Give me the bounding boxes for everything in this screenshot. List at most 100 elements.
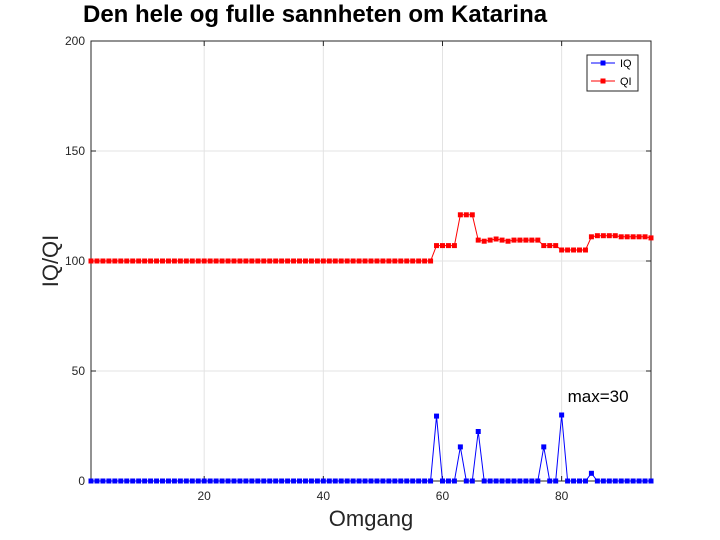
point-iq-27 [249, 478, 255, 484]
point-qi-29 [261, 258, 267, 264]
point-qi-0 [88, 258, 94, 264]
point-iq-2 [100, 478, 106, 484]
point-iq-47 [368, 478, 374, 484]
series-layer [88, 212, 654, 484]
point-qi-65 [475, 237, 481, 243]
point-iq-68 [493, 478, 499, 484]
point-qi-93 [642, 234, 648, 240]
point-qi-84 [588, 234, 594, 240]
point-qi-47 [368, 258, 374, 264]
series-line-qi [91, 214, 652, 262]
point-qi-12 [159, 258, 165, 264]
point-qi-44 [350, 258, 356, 264]
point-qi-13 [165, 258, 171, 264]
point-iq-76 [541, 444, 547, 450]
point-iq-37 [308, 478, 314, 484]
point-iq-92 [636, 478, 642, 484]
point-iq-30 [267, 478, 273, 484]
point-qi-19 [201, 258, 207, 264]
point-qi-68 [493, 236, 499, 242]
point-qi-72 [517, 237, 523, 243]
point-iq-83 [582, 478, 588, 484]
point-qi-24 [231, 258, 237, 264]
point-iq-29 [261, 478, 267, 484]
point-iq-90 [624, 478, 630, 484]
point-iq-85 [594, 478, 600, 484]
point-iq-33 [285, 478, 291, 484]
point-iq-54 [410, 478, 416, 484]
point-iq-53 [404, 478, 410, 484]
point-iq-16 [183, 478, 189, 484]
point-qi-53 [404, 258, 410, 264]
point-qi-55 [416, 258, 422, 264]
x-tick-label-3: 80 [555, 489, 569, 503]
x-axis-ticks: 20 40 60 80 [198, 41, 569, 503]
point-iq-41 [332, 478, 338, 484]
point-iq-75 [535, 478, 541, 484]
point-qi-61 [451, 243, 457, 249]
point-iq-71 [511, 478, 517, 484]
point-iq-58 [434, 413, 440, 419]
point-qi-82 [577, 247, 583, 253]
point-iq-15 [177, 478, 183, 484]
point-iq-73 [523, 478, 529, 484]
point-qi-83 [582, 247, 588, 253]
point-qi-8 [136, 258, 142, 264]
series-iq [88, 412, 654, 484]
y-axis-label: IQ/QI [38, 235, 63, 288]
point-qi-67 [487, 237, 493, 243]
point-qi-37 [308, 258, 314, 264]
point-iq-61 [451, 478, 457, 484]
point-qi-78 [553, 243, 559, 249]
point-iq-50 [386, 478, 392, 484]
point-qi-45 [356, 258, 362, 264]
point-qi-71 [511, 237, 517, 243]
y-tick-label-3: 150 [65, 144, 85, 158]
x-tick-label-1: 40 [317, 489, 331, 503]
point-iq-67 [487, 478, 493, 484]
point-qi-6 [124, 258, 130, 264]
point-iq-8 [136, 478, 142, 484]
point-qi-48 [374, 258, 380, 264]
point-iq-34 [291, 478, 297, 484]
point-qi-49 [380, 258, 386, 264]
point-qi-21 [213, 258, 219, 264]
point-iq-25 [237, 478, 243, 484]
point-iq-55 [416, 478, 422, 484]
point-qi-25 [237, 258, 243, 264]
point-iq-89 [618, 478, 624, 484]
point-iq-36 [302, 478, 308, 484]
point-qi-60 [445, 243, 451, 249]
chart-title: Den hele og fulle sannheten om Katarina [83, 1, 548, 28]
point-qi-9 [142, 258, 148, 264]
point-iq-22 [219, 478, 225, 484]
point-qi-7 [130, 258, 136, 264]
point-qi-70 [505, 238, 511, 244]
point-iq-7 [130, 478, 136, 484]
point-qi-69 [499, 237, 505, 243]
point-qi-86 [600, 233, 606, 239]
point-iq-84 [588, 470, 594, 476]
point-iq-14 [171, 478, 177, 484]
y-tick-label-0: 0 [78, 474, 85, 488]
point-qi-91 [630, 234, 636, 240]
point-iq-0 [88, 478, 94, 484]
point-qi-40 [326, 258, 332, 264]
point-iq-52 [398, 478, 404, 484]
legend-marker-qi [600, 78, 606, 84]
point-iq-21 [213, 478, 219, 484]
point-qi-63 [463, 212, 469, 218]
point-qi-2 [100, 258, 106, 264]
point-qi-94 [648, 235, 654, 241]
series-line-iq [91, 414, 651, 482]
point-qi-39 [320, 258, 326, 264]
point-iq-19 [201, 478, 207, 484]
point-iq-23 [225, 478, 231, 484]
point-qi-46 [362, 258, 368, 264]
point-qi-16 [183, 258, 189, 264]
point-iq-5 [118, 478, 124, 484]
point-iq-44 [350, 478, 356, 484]
point-iq-86 [600, 478, 606, 484]
series-qi [88, 212, 654, 264]
